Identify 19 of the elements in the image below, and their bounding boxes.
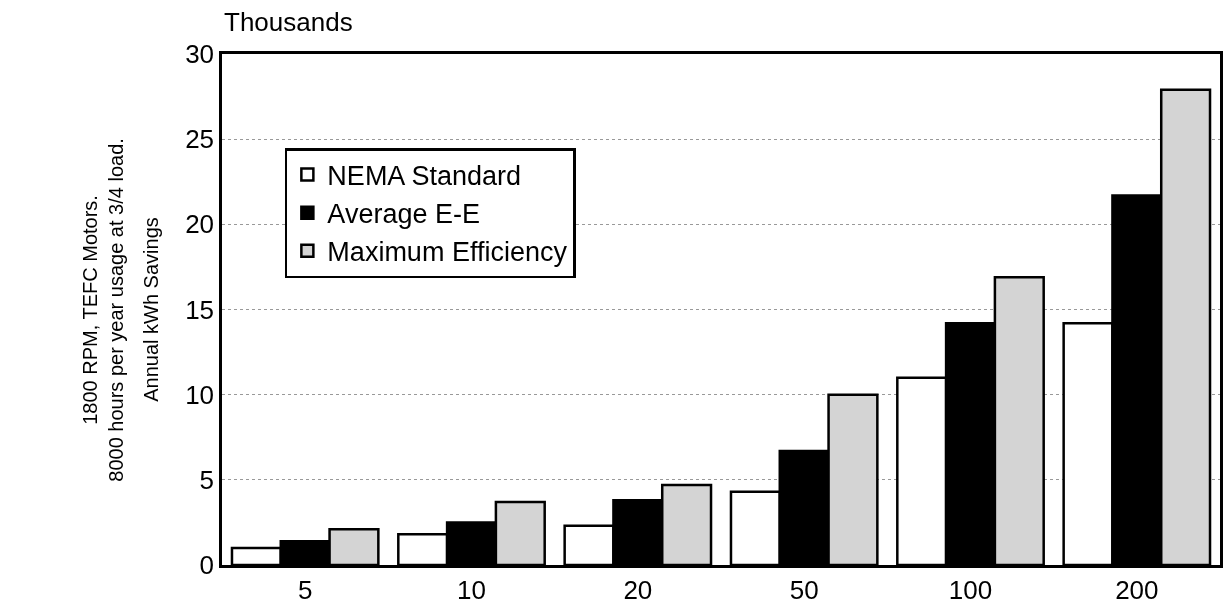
- x-tick-label: 20: [623, 574, 653, 605]
- text: 1800 RPM, TEFC Motors. 8000 hours per year usage at 3/4 load.: [78, 138, 127, 482]
- y-tick-label: 20: [185, 209, 215, 240]
- legend-label: Average E-E: [327, 199, 480, 230]
- y-tick-label: 10: [185, 379, 215, 410]
- x-tick-label: 10: [457, 574, 486, 605]
- x-tick-label: 100: [948, 574, 993, 605]
- y-tick-label: 15: [185, 294, 215, 325]
- y-tick-label: 25: [185, 124, 215, 155]
- legend-label: NEMA Standard: [327, 161, 521, 192]
- y-axis-title: Annual kWh Savings: [139, 217, 162, 402]
- y-tick-label: 0: [199, 550, 215, 581]
- y-tick-label: 30: [185, 39, 215, 70]
- x-tick-label: 5: [297, 574, 313, 605]
- x-tick-label: 50: [789, 574, 819, 605]
- legend-label: Maximum Efficiency: [327, 237, 568, 268]
- x-tick-label: 200: [1115, 574, 1159, 605]
- y-tick-label: 5: [199, 464, 215, 495]
- text: Thousands: [224, 7, 353, 37]
